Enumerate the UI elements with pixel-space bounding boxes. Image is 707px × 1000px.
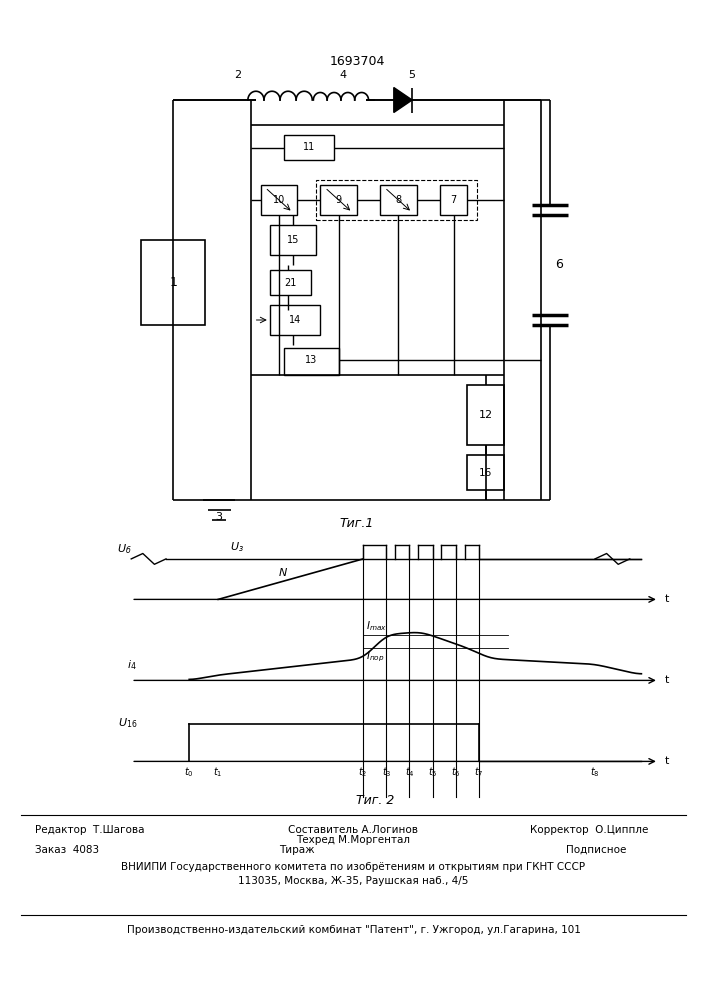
- Text: Техред М.Моргентал: Техред М.Моргентал: [296, 835, 411, 845]
- Text: 9: 9: [336, 195, 341, 205]
- Text: $t_1$: $t_1$: [214, 765, 223, 779]
- Bar: [284, 135, 334, 160]
- Text: $t_6$: $t_6$: [451, 765, 461, 779]
- Text: 113035, Москва, Ж-35, Раушская наб., 4/5: 113035, Москва, Ж-35, Раушская наб., 4/5: [238, 876, 469, 886]
- Text: t: t: [665, 675, 669, 685]
- Text: $t_3$: $t_3$: [382, 765, 391, 779]
- Bar: [380, 185, 417, 215]
- Bar: [260, 185, 297, 215]
- Text: 2: 2: [234, 70, 241, 80]
- Text: 15: 15: [286, 235, 299, 245]
- Bar: [440, 185, 467, 215]
- Text: t: t: [665, 756, 669, 766]
- Bar: [467, 455, 504, 490]
- Bar: [270, 305, 320, 335]
- Text: ВНИИПИ Государственного комитета по изобрётениям и открытиям при ГКНТ СССР: ВНИИПИ Государственного комитета по изоб…: [122, 862, 585, 872]
- Text: 16: 16: [479, 468, 492, 478]
- Text: $t_8$: $t_8$: [590, 765, 600, 779]
- Text: 8: 8: [395, 195, 402, 205]
- Text: 4: 4: [339, 70, 347, 80]
- Text: $i_{4}$: $i_{4}$: [127, 658, 137, 672]
- Text: $U_{16}$: $U_{16}$: [117, 717, 137, 730]
- Text: Заказ  4083: Заказ 4083: [35, 845, 100, 855]
- Text: Τиг.1: Τиг.1: [340, 517, 374, 530]
- Text: $t_0$: $t_0$: [185, 765, 194, 779]
- Text: 13: 13: [305, 355, 317, 365]
- Text: $t_7$: $t_7$: [474, 765, 484, 779]
- Text: $t_2$: $t_2$: [358, 765, 368, 779]
- Text: 7: 7: [450, 195, 457, 205]
- Bar: [320, 185, 357, 215]
- Text: Тираж: Тираж: [279, 845, 315, 855]
- Text: 3: 3: [216, 512, 223, 522]
- Text: 5: 5: [409, 70, 416, 80]
- Text: $U_{б}$: $U_{б}$: [117, 542, 132, 556]
- Text: 11: 11: [303, 142, 315, 152]
- Text: Корректор  О.Циппле: Корректор О.Циппле: [530, 825, 648, 835]
- Text: N: N: [279, 568, 288, 578]
- Text: Τиг. 2: Τиг. 2: [356, 794, 394, 807]
- Text: 12: 12: [479, 410, 493, 420]
- Text: 1: 1: [169, 276, 177, 289]
- Text: $t_4$: $t_4$: [404, 765, 414, 779]
- Text: 1693704: 1693704: [329, 55, 385, 68]
- Text: Составитель А.Логинов: Составитель А.Логинов: [288, 825, 419, 835]
- Text: $I_{пор}$: $I_{пор}$: [366, 649, 385, 664]
- Text: $t_5$: $t_5$: [428, 765, 438, 779]
- Text: $I_{max}$: $I_{max}$: [366, 619, 387, 633]
- Polygon shape: [394, 88, 412, 112]
- Text: 6: 6: [554, 258, 563, 271]
- Bar: [284, 348, 339, 375]
- Text: Производственно-издательский комбинат "Патент", г. Ужгород, ул.Гагарина, 101: Производственно-издательский комбинат "П…: [127, 925, 580, 935]
- Bar: [467, 385, 504, 445]
- Bar: [270, 270, 311, 295]
- Text: 14: 14: [289, 315, 301, 325]
- Bar: [270, 225, 315, 255]
- Text: t: t: [665, 594, 669, 604]
- Text: $U_{з}$: $U_{з}$: [230, 540, 244, 554]
- Text: Подписное: Подписное: [566, 845, 626, 855]
- Bar: [141, 240, 205, 325]
- Text: 10: 10: [273, 195, 285, 205]
- Text: Редактор  Т.Шагова: Редактор Т.Шагова: [35, 825, 145, 835]
- Text: 21: 21: [284, 277, 297, 288]
